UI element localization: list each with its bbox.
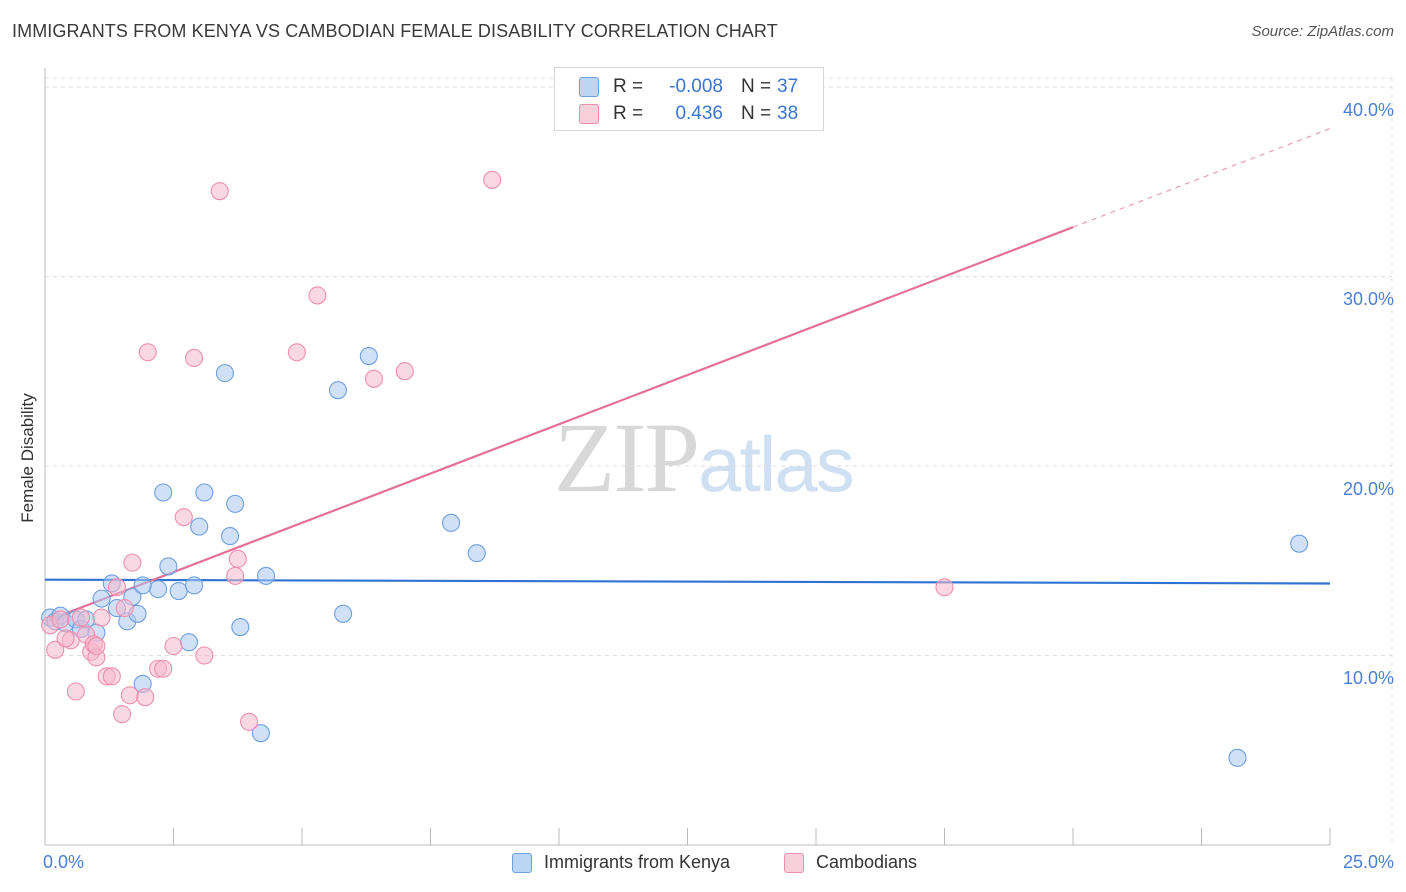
legend-n-value: 38 <box>777 103 799 124</box>
chart-title: IMMIGRANTS FROM KENYA VS CAMBODIAN FEMAL… <box>12 21 778 41</box>
cambodians-point <box>51 610 70 629</box>
legend-n-label: N = <box>741 76 772 97</box>
kenya-point <box>154 483 173 502</box>
watermark-zip: ZIP <box>554 402 700 513</box>
series-label-cambodians: Cambodians <box>816 852 918 872</box>
kenya-point <box>149 580 168 599</box>
kenya-point <box>220 527 240 546</box>
cambodians-trend-line <box>44 226 1074 623</box>
legend-swatch-kenya <box>579 77 599 97</box>
kenya-point <box>467 544 486 563</box>
y-tick-label: 30.0% <box>1342 289 1394 310</box>
y-tick-label: 10.0% <box>1342 668 1394 689</box>
cambodians-point <box>483 170 502 189</box>
cambodians-point <box>185 348 204 368</box>
cambodians-point <box>395 362 414 381</box>
kenya-point <box>190 517 209 536</box>
cambodians-point <box>138 343 157 362</box>
cambodians-point <box>154 659 173 678</box>
series-label-kenya: Immigrants from Kenya <box>544 852 731 872</box>
kenya-point <box>231 618 250 637</box>
cambodians-point <box>120 686 139 705</box>
cambodians-point <box>164 636 183 656</box>
x-tick-max: 25.0% <box>1342 852 1394 872</box>
kenya-point <box>159 557 178 576</box>
kenya-point <box>195 483 214 502</box>
kenya-point <box>179 633 198 652</box>
legend-r-value: -0.008 <box>669 76 723 97</box>
cambodians-point <box>113 705 132 724</box>
cambodians-point <box>136 688 155 707</box>
cambodians-point <box>56 629 75 648</box>
legend-n-value: 37 <box>777 76 799 97</box>
kenya-point <box>215 364 234 383</box>
series-swatch-kenya <box>512 852 532 873</box>
watermark-atlas: atlas <box>698 420 855 508</box>
legend-n-label: N = <box>741 103 772 124</box>
kenya-point <box>133 576 152 595</box>
legend-r-label: R = <box>613 103 644 124</box>
legend-swatch-cambodians <box>579 104 599 124</box>
cambodians-point <box>66 682 85 701</box>
cambodians-point <box>115 599 134 618</box>
point-layer <box>41 170 1309 767</box>
cambodians-point <box>240 712 259 731</box>
kenya-point <box>169 582 188 601</box>
kenya-point <box>226 494 245 513</box>
cambodians-point <box>92 608 111 627</box>
trend-layer <box>44 128 1331 623</box>
x-tick-min: 0.0% <box>43 852 85 872</box>
cambodians-point <box>71 608 91 627</box>
kenya-point <box>185 576 204 595</box>
kenya-point <box>328 381 348 400</box>
cambodians-point <box>102 667 121 686</box>
cambodians-point <box>123 553 142 572</box>
cambodians-point <box>228 549 247 568</box>
series-legend-kenya: Immigrants from Kenya <box>512 852 730 873</box>
cambodians-point <box>287 343 306 362</box>
cambodians-trend-extension <box>1072 128 1331 228</box>
kenya-point <box>251 724 270 743</box>
y-tick-label: 40.0% <box>1342 99 1394 120</box>
stats-legend: R = -0.008 N = 37 R = 0.436 N = 38 <box>554 67 824 131</box>
legend-row-cambodians: R = 0.436 N = 38 <box>579 102 798 126</box>
y-tick-label: 20.0% <box>1342 478 1394 499</box>
cambodians-point <box>87 636 106 656</box>
cambodians-point <box>195 646 214 665</box>
cambodians-point <box>935 578 954 597</box>
legend-r-value: 0.436 <box>675 103 723 124</box>
zipatlas-watermark: ZIPatlas <box>554 400 855 515</box>
cambodians-point <box>308 286 327 305</box>
cambodians-point <box>107 578 127 597</box>
source-credit: Source: ZipAtlas.com <box>1251 23 1394 40</box>
kenya-point <box>334 604 353 623</box>
kenya-point <box>92 589 111 608</box>
cambodians-point <box>174 508 193 527</box>
kenya-point <box>1290 534 1309 553</box>
cambodians-point <box>226 566 245 585</box>
series-legend-cambodians: Cambodians <box>784 852 917 873</box>
legend-row-kenya: R = -0.008 N = 37 <box>579 75 798 99</box>
kenya-point <box>1228 748 1247 767</box>
cambodians-point <box>46 640 65 659</box>
axis-layer <box>44 68 1331 846</box>
series-swatch-cambodians <box>784 852 804 873</box>
kenya-point <box>359 347 378 366</box>
kenya-point <box>256 566 276 585</box>
kenya-point <box>442 513 461 532</box>
cambodians-point <box>210 182 229 201</box>
legend-r-label: R = <box>613 76 644 97</box>
cambodians-point <box>364 369 384 388</box>
